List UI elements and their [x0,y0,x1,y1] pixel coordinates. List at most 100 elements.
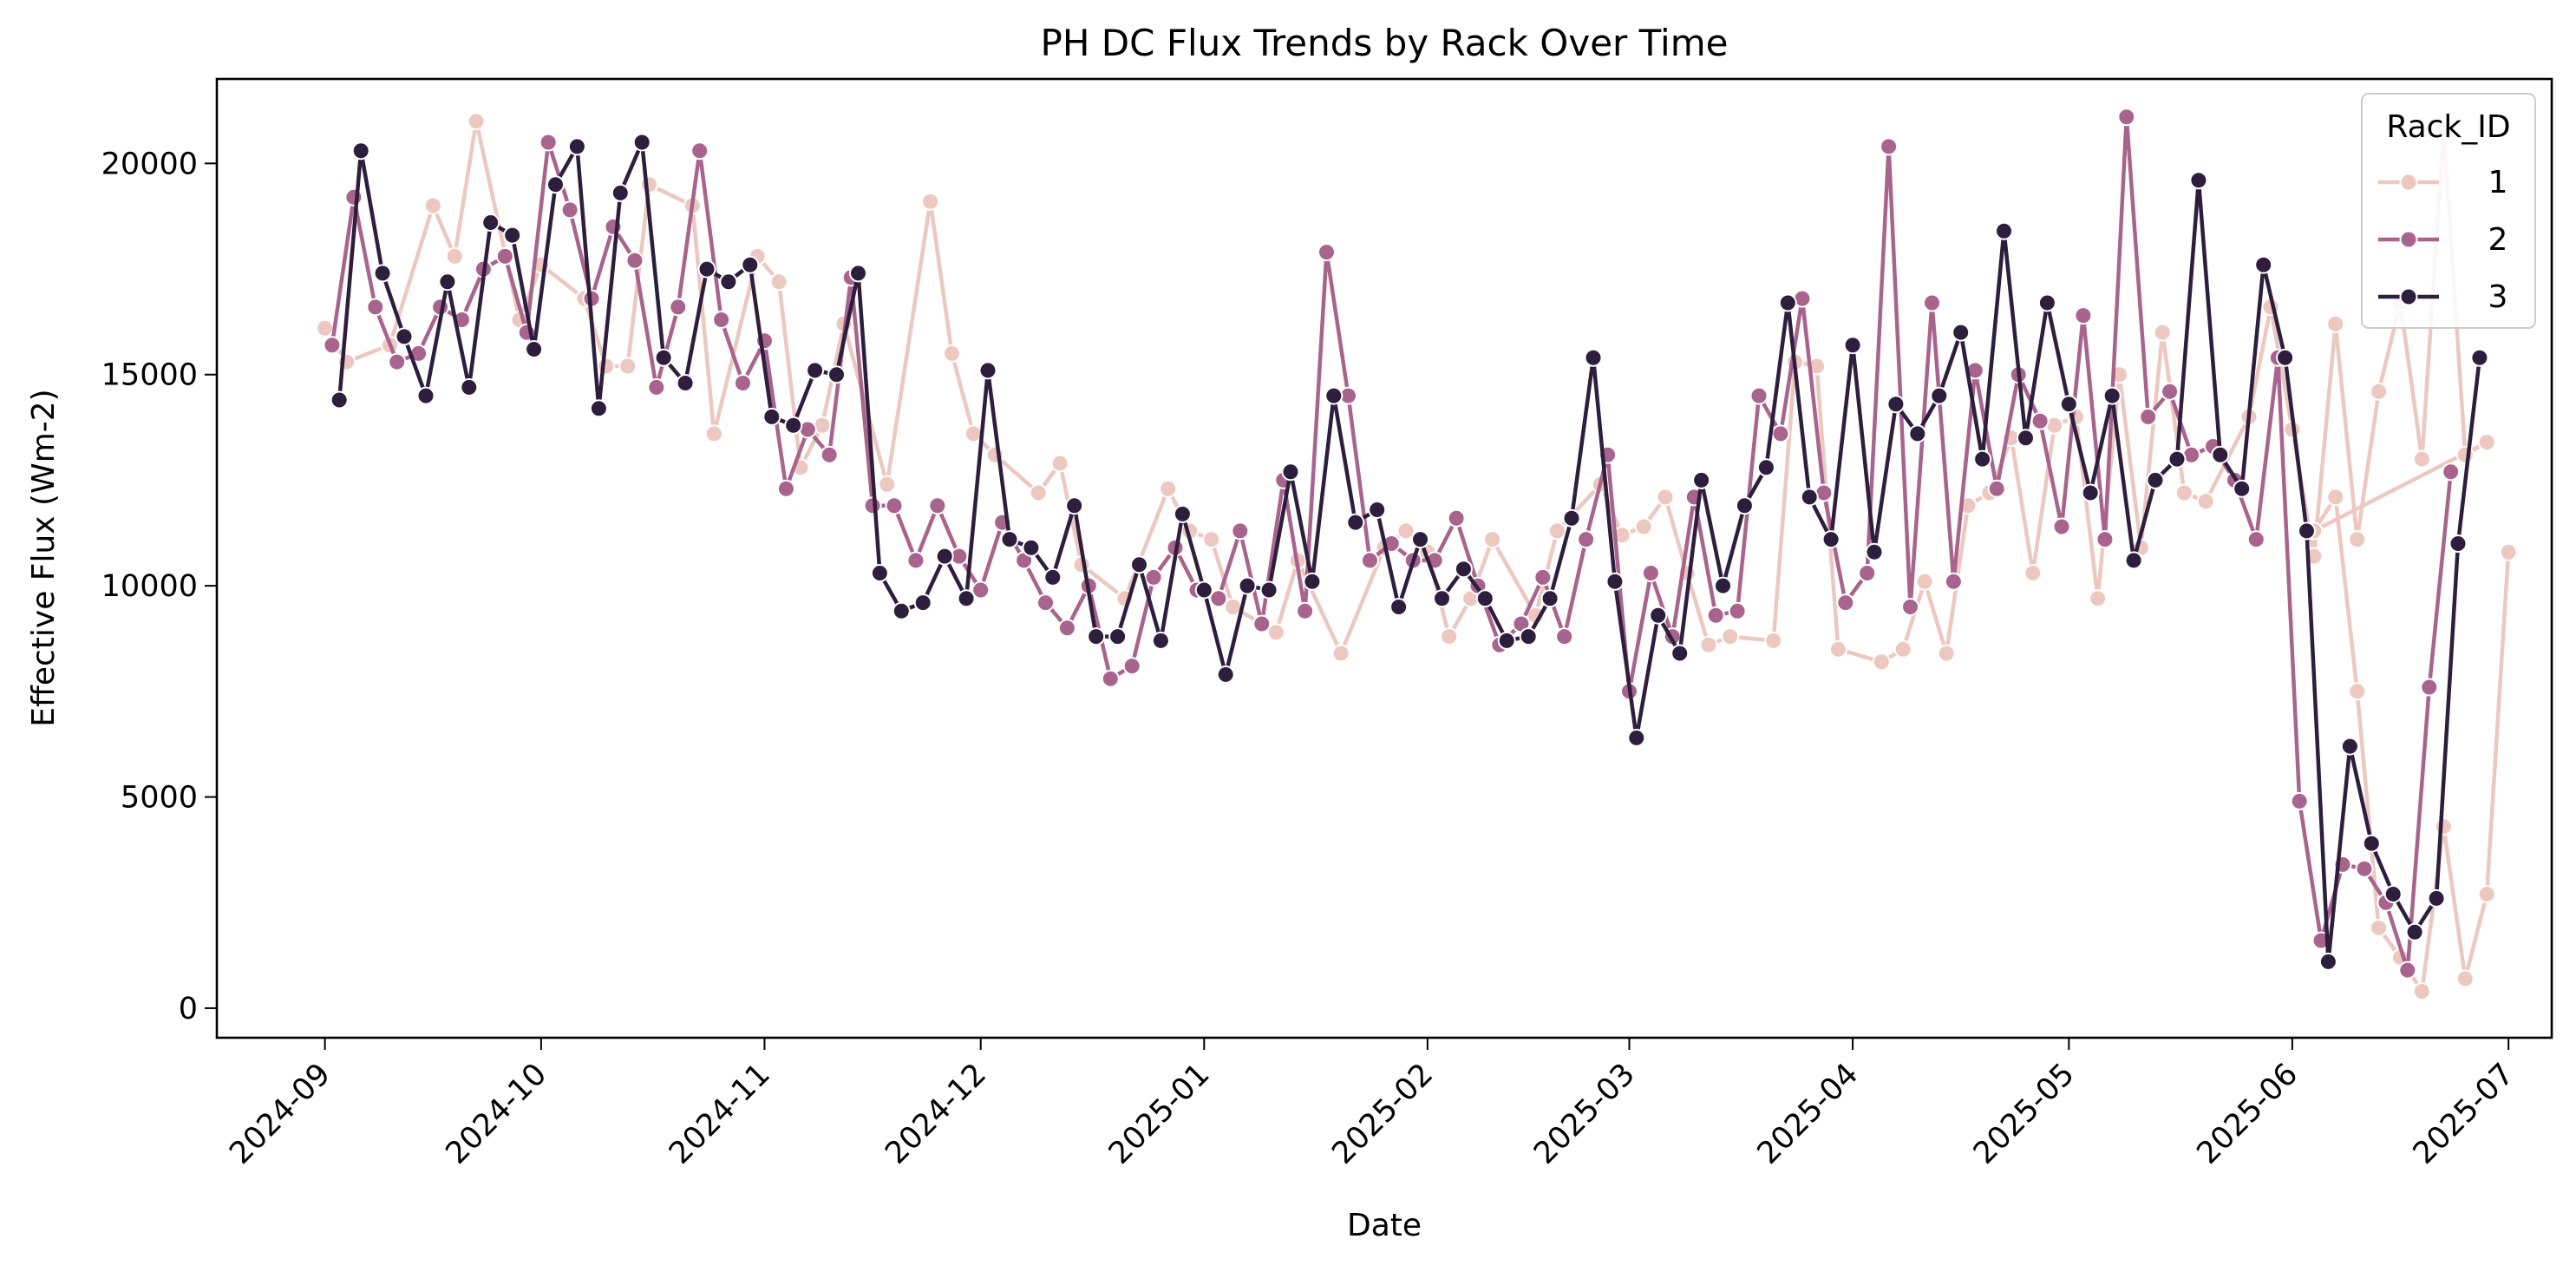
data-point-2-41 [1209,589,1228,608]
data-point-3-72 [1886,395,1906,414]
data-point-1-50 [1764,631,1783,650]
data-point-3-49 [1389,598,1409,616]
data-point-2-8 [495,246,514,266]
chart-title: PH DC Flux Trends by Rack Over Time [1041,22,1729,64]
data-point-3-13 [611,183,630,202]
x-tick-label: 2025-06 [2191,1057,2305,1171]
data-point-1-91 [2499,542,2518,561]
legend: Rack_ID 1 2 3 [2361,93,2536,329]
legend-swatch-marker [2399,230,2418,249]
y-tick-label: 0 [179,992,198,1026]
data-point-3-9 [525,340,544,358]
data-point-2-91 [2290,791,2309,810]
data-point-3-76 [1973,449,1992,469]
data-point-3-2 [373,264,392,283]
data-point-1-15 [769,272,788,292]
x-tick-label: 2024-11 [663,1057,777,1171]
data-point-3-56 [1540,589,1559,608]
x-tick-label: 2025-02 [1326,1057,1441,1171]
data-point-1-49 [1721,627,1740,646]
data-point-3-20 [762,407,781,426]
legend-entry-3: 3 [2378,279,2507,315]
data-point-3-7 [481,213,500,232]
data-point-3-25 [870,564,889,582]
data-point-3-51 [1433,589,1451,608]
data-point-1-64 [2089,589,2108,608]
data-point-3-19 [741,255,760,274]
data-point-3-81 [2081,483,2100,502]
data-point-2-45 [1296,601,1315,620]
data-point-2-1 [344,187,363,207]
data-point-2-65 [1728,601,1747,620]
legend-entry-2: 2 [2378,222,2507,258]
data-point-1-48 [1699,635,1718,654]
data-point-3-77 [1995,221,2013,240]
data-point-3-45 [1303,572,1322,591]
data-point-3-85 [2167,449,2187,469]
y-axis-label: Effective Flux (Wm-2) [26,389,62,726]
data-point-2-94 [2355,859,2374,878]
data-point-3-39 [1173,504,1192,523]
data-point-3-22 [806,361,825,380]
data-point-2-71 [1858,564,1877,582]
data-point-2-74 [1923,293,1941,312]
data-point-3-21 [784,416,803,435]
data-point-2-33 [1036,593,1055,613]
data-point-3-90 [2276,348,2295,367]
data-point-3-48 [1368,501,1387,519]
data-point-2-27 [906,551,925,570]
data-point-3-88 [2233,479,2252,498]
legend-swatch-marker [2399,173,2418,192]
y-tick-label: 10000 [101,569,198,604]
data-point-1-4 [445,246,464,266]
data-point-1-11 [640,175,658,194]
data-point-1-84 [2348,682,2367,701]
data-point-2-58 [1577,530,1596,549]
x-tick-label: 2024-12 [879,1057,993,1171]
data-point-3-84 [2146,470,2165,489]
data-point-2-82 [2095,530,2115,549]
data-point-3-24 [849,264,867,283]
data-point-2-52 [1447,508,1466,528]
data-point-2-79 [2030,411,2050,430]
y-tick-label: 15000 [101,358,198,393]
data-point-2-14 [625,251,644,270]
legend-box [2361,93,2536,329]
data-point-3-87 [2211,445,2230,464]
data-point-3-28 [935,547,954,566]
data-point-1-89 [2455,969,2475,988]
data-point-1-81 [2477,433,2496,452]
data-point-3-94 [2362,834,2381,853]
data-point-3-0 [330,390,349,410]
data-point-2-16 [669,298,688,317]
data-point-3-92 [2318,952,2337,971]
data-point-1-30 [1202,530,1221,549]
data-point-3-60 [1627,728,1646,747]
data-point-3-62 [1670,644,1690,663]
data-point-2-17 [690,141,709,161]
data-point-3-97 [2427,888,2446,908]
data-point-1-0 [316,318,335,338]
data-point-1-38 [1440,627,1459,646]
plot-frame [215,77,2553,1039]
data-point-1-19 [878,475,897,494]
series-line-3 [337,140,2482,964]
x-axis-label: Date [1347,1208,1422,1243]
data-point-3-66 [1756,458,1775,477]
data-point-3-93 [2340,737,2359,756]
data-point-3-33 [1043,567,1062,587]
data-point-3-16 [676,374,695,392]
data-point-1-76 [2370,382,2389,401]
x-tick-label: 2025-01 [1102,1057,1217,1171]
data-point-2-11 [560,200,579,220]
data-point-1-20 [921,192,940,211]
data-point-3-17 [697,259,716,279]
data-point-3-65 [1735,496,1754,515]
data-point-1-53 [1828,639,1847,659]
data-point-3-96 [2405,922,2424,941]
data-point-2-36 [1101,669,1120,688]
data-point-1-34 [1331,644,1350,663]
data-point-2-18 [712,311,731,329]
data-point-1-54 [1872,652,1891,672]
